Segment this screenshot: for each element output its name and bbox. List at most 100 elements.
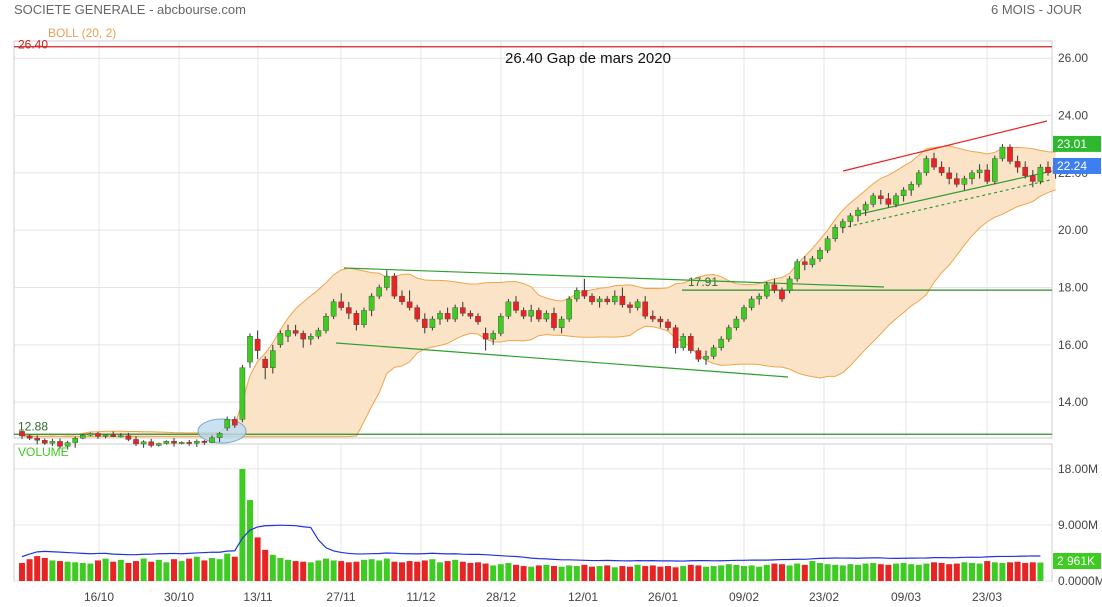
volume-bar xyxy=(748,565,755,581)
volume-bar xyxy=(741,566,747,581)
volume-bar xyxy=(619,566,626,581)
volume-bar xyxy=(953,563,960,581)
y-tick-label: 24.00 xyxy=(1058,109,1088,123)
volume-bar xyxy=(642,566,649,581)
candle-body xyxy=(840,221,846,228)
candle-body xyxy=(878,195,884,199)
volume-bar xyxy=(915,564,922,581)
volume-bar xyxy=(573,566,580,581)
candle-body xyxy=(270,350,276,368)
candle-body xyxy=(642,301,648,317)
trend-line xyxy=(343,267,885,288)
volume-bar xyxy=(665,566,671,581)
volume-bar xyxy=(186,558,193,581)
candle-body xyxy=(300,333,307,340)
candle-body xyxy=(475,315,481,323)
candle-body xyxy=(931,158,937,168)
volume-bar xyxy=(353,561,360,581)
volume-bar xyxy=(657,566,664,581)
volume-bar xyxy=(247,500,253,581)
volume-bar xyxy=(64,561,71,581)
candle-body xyxy=(231,419,238,426)
level-label: 26.40 xyxy=(18,38,48,52)
x-tick-label: 16/10 xyxy=(84,590,114,604)
candle-body xyxy=(133,439,139,445)
volume-bar xyxy=(315,560,322,581)
candle-body xyxy=(285,330,291,337)
candle-body xyxy=(368,295,375,311)
volume-moving-average xyxy=(21,524,1041,562)
gap-annotation: 26.40 Gap de mars 2020 xyxy=(505,50,671,67)
candle-body xyxy=(779,290,785,300)
volume-bar xyxy=(611,567,618,581)
x-tick-label: 09/03 xyxy=(891,590,921,604)
candle-body xyxy=(505,301,512,317)
volume-bar xyxy=(330,560,337,581)
volume-bar xyxy=(459,561,466,581)
candle-body xyxy=(581,290,588,297)
volume-bar xyxy=(923,563,930,581)
candle-body xyxy=(224,419,231,429)
candle-body xyxy=(444,313,451,320)
volume-bar xyxy=(786,565,793,581)
volume-badge xyxy=(1053,553,1101,569)
volume-bar xyxy=(406,561,413,581)
y-tick-label: 18.00 xyxy=(1058,281,1088,295)
volume-bar xyxy=(946,564,953,581)
volume-bar xyxy=(999,562,1006,581)
volume-bar xyxy=(1022,562,1029,581)
candle-body xyxy=(429,318,436,328)
price-badge-label: 23.01 xyxy=(1057,137,1087,151)
candle-body xyxy=(498,315,504,334)
candle-body xyxy=(999,146,1006,159)
volume-bar xyxy=(969,562,975,581)
volume-bar xyxy=(285,559,291,581)
volume-bar xyxy=(520,566,527,581)
volume-bar xyxy=(269,554,276,581)
volume-bar xyxy=(1029,562,1036,581)
volume-bar xyxy=(627,566,633,581)
volume-bar xyxy=(383,558,390,581)
candle-body xyxy=(49,441,56,444)
y-tick-label: 20.00 xyxy=(1058,223,1088,237)
candle-body xyxy=(338,301,345,308)
candle-body xyxy=(847,215,854,222)
volume-bar xyxy=(703,566,709,581)
volume-bar xyxy=(725,564,732,581)
volume-bar xyxy=(862,563,869,581)
volume-bar xyxy=(300,561,307,581)
bollinger-band xyxy=(22,145,1056,437)
candle-body xyxy=(634,301,641,308)
candle-body xyxy=(946,172,952,179)
volume-bar xyxy=(193,556,200,581)
candle-body xyxy=(657,318,664,323)
volume-bar xyxy=(832,564,839,581)
volume-bar xyxy=(209,557,215,581)
candle-body xyxy=(361,310,367,325)
candle-body xyxy=(741,307,747,320)
volume-bar xyxy=(102,558,109,581)
candle-body xyxy=(558,318,565,328)
volume-bar xyxy=(178,561,185,581)
volume-bar xyxy=(984,561,991,581)
volume-bar xyxy=(900,562,907,581)
candle-body xyxy=(346,307,352,314)
candle-body xyxy=(885,198,892,205)
candle-body xyxy=(262,358,269,368)
price-badge xyxy=(1053,135,1101,152)
candle-body xyxy=(399,295,405,303)
candle-body xyxy=(42,440,48,444)
volume-bar xyxy=(34,556,41,581)
volume-bar xyxy=(596,566,603,581)
candle-body xyxy=(19,431,25,437)
x-tick-label: 11/12 xyxy=(406,590,435,604)
candle-body xyxy=(976,169,983,174)
candle-body xyxy=(870,195,876,205)
candle-body xyxy=(688,336,694,351)
candle-body xyxy=(163,440,170,444)
candle-body xyxy=(574,290,580,300)
volume-bar xyxy=(885,564,892,581)
candle-body xyxy=(201,440,208,443)
volume-bar xyxy=(376,560,383,581)
candle-body xyxy=(391,275,398,297)
